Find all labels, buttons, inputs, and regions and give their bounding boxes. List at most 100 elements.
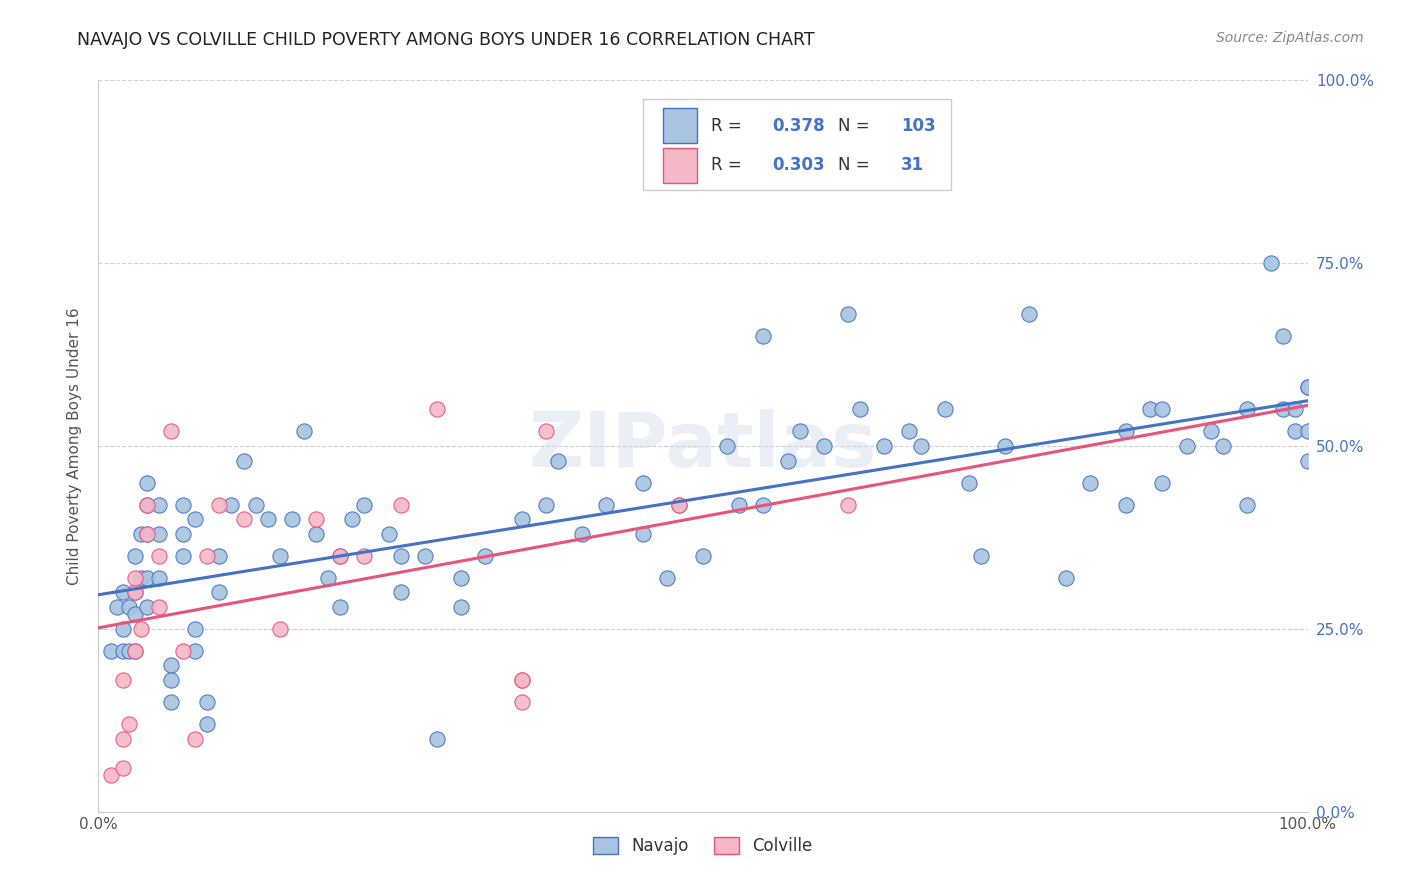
Point (208, 549, 231, 563)
Text: R =: R = (711, 117, 748, 135)
Point (172, 498, 194, 512)
Text: N =: N = (838, 117, 876, 135)
Point (135, 599, 157, 614)
Point (1296, 380, 1319, 394)
Point (1078, 475, 1101, 490)
Legend: Navajo, Colville: Navajo, Colville (586, 830, 820, 862)
Point (957, 475, 980, 490)
Point (716, 439, 738, 453)
Point (1236, 498, 1258, 512)
Point (1296, 425, 1319, 439)
Point (292, 425, 315, 439)
Point (1018, 307, 1040, 321)
Point (329, 599, 352, 614)
Point (184, 644, 207, 658)
Point (534, 498, 557, 512)
Point (692, 549, 714, 563)
Point (1272, 402, 1295, 417)
Point (837, 498, 859, 512)
Point (1260, 256, 1282, 270)
Point (135, 526, 157, 541)
FancyBboxPatch shape (664, 108, 697, 144)
Point (111, 585, 134, 599)
Point (837, 307, 859, 321)
Point (1054, 571, 1077, 585)
Point (1175, 439, 1198, 453)
Point (668, 498, 690, 512)
Point (1139, 402, 1161, 417)
Point (1212, 439, 1234, 453)
Point (873, 439, 896, 453)
Point (124, 585, 146, 599)
Point (232, 512, 254, 526)
Point (547, 453, 569, 467)
Point (111, 622, 134, 636)
Point (111, 644, 134, 658)
Point (897, 425, 920, 439)
Text: 0.303: 0.303 (772, 156, 824, 174)
Point (1199, 425, 1222, 439)
Point (1296, 453, 1319, 467)
Point (510, 695, 533, 709)
Point (135, 526, 157, 541)
Point (135, 571, 157, 585)
Point (1115, 498, 1137, 512)
Point (970, 549, 993, 563)
Point (148, 549, 170, 563)
Text: NAVAJO VS COLVILLE CHILD POVERTY AMONG BOYS UNDER 16 CORRELATION CHART: NAVAJO VS COLVILLE CHILD POVERTY AMONG B… (77, 31, 815, 49)
Point (105, 599, 128, 614)
Text: 0.378: 0.378 (772, 117, 824, 135)
Point (510, 673, 533, 687)
Point (172, 644, 194, 658)
Point (534, 425, 557, 439)
Point (510, 673, 533, 687)
Point (426, 402, 449, 417)
Point (135, 498, 157, 512)
Point (111, 761, 134, 775)
Point (118, 599, 141, 614)
Point (184, 512, 207, 526)
Point (305, 526, 328, 541)
Point (160, 658, 183, 673)
Point (1296, 380, 1319, 394)
Text: Source: ZipAtlas.com: Source: ZipAtlas.com (1216, 31, 1364, 45)
Point (129, 622, 152, 636)
Point (124, 549, 146, 563)
Point (124, 607, 146, 622)
Point (111, 731, 134, 746)
Point (752, 498, 775, 512)
Point (510, 512, 533, 526)
Point (1152, 475, 1174, 490)
Point (221, 498, 243, 512)
Point (631, 475, 654, 490)
Point (655, 571, 678, 585)
Point (111, 673, 134, 687)
Point (281, 512, 304, 526)
Point (232, 453, 254, 467)
Point (353, 498, 375, 512)
Point (1272, 329, 1295, 343)
Point (195, 717, 218, 731)
Point (631, 526, 654, 541)
Point (208, 498, 231, 512)
Text: ZIPatlas: ZIPatlas (529, 409, 877, 483)
Point (776, 453, 799, 467)
Point (195, 549, 218, 563)
Point (172, 526, 194, 541)
Point (329, 549, 352, 563)
Point (595, 498, 617, 512)
Point (1284, 425, 1306, 439)
Point (389, 498, 412, 512)
Point (450, 571, 472, 585)
Point (124, 644, 146, 658)
Point (1152, 402, 1174, 417)
Point (135, 475, 157, 490)
Point (172, 549, 194, 563)
Point (184, 622, 207, 636)
FancyBboxPatch shape (643, 99, 950, 190)
Point (426, 731, 449, 746)
Point (118, 717, 141, 731)
Point (135, 498, 157, 512)
Point (342, 512, 364, 526)
Point (474, 549, 496, 563)
